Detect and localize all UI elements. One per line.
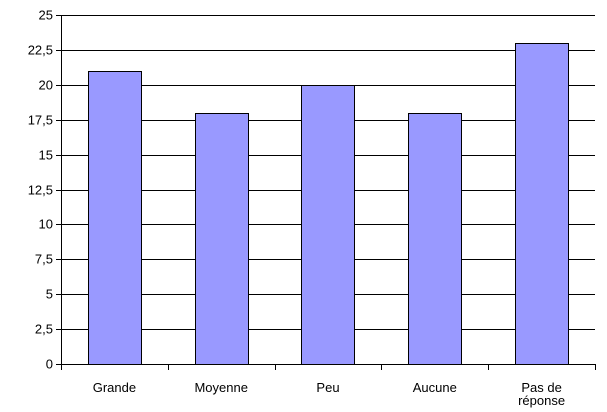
y-tick-label: 5 [46,287,53,302]
y-tick-label: 25 [39,8,53,23]
y-tick-label: 10 [39,217,53,232]
bars [88,43,569,365]
axes [56,15,596,370]
bar [515,43,569,365]
x-category-label: Moyenne [194,380,247,395]
y-tick-label: 17,5 [28,113,53,128]
y-tick-label: 15 [39,148,53,163]
x-category-label-line: Aucune [413,380,457,395]
bar [88,71,142,365]
x-category-label: Aucune [413,380,457,395]
y-tick-labels: 0 2,5 5 7,5 10 12,5 15 17,5 20 22,5 25 [28,8,53,372]
bar [195,113,249,365]
x-category-label-line: réponse [518,393,565,408]
x-category-label: Grande [93,380,136,395]
y-tick-label: 20 [39,78,53,93]
y-tick-label: 7,5 [35,252,53,267]
y-tick-label: 12,5 [28,183,53,198]
x-category-labels: Grande Moyenne Peu Aucune Pas de réponse [93,380,565,408]
x-category-label-line: Moyenne [194,380,247,395]
x-category-label-line: Peu [316,380,339,395]
bar [408,113,462,365]
x-category-label: Pas de réponse [518,380,565,408]
y-tick-label: 22,5 [28,43,53,58]
y-tick-label: 2,5 [35,322,53,337]
y-tick-label: 0 [46,357,53,372]
x-category-label: Peu [316,380,339,395]
x-category-label-line: Pas de [521,380,561,395]
x-category-label-line: Grande [93,380,136,395]
bar [301,85,355,365]
